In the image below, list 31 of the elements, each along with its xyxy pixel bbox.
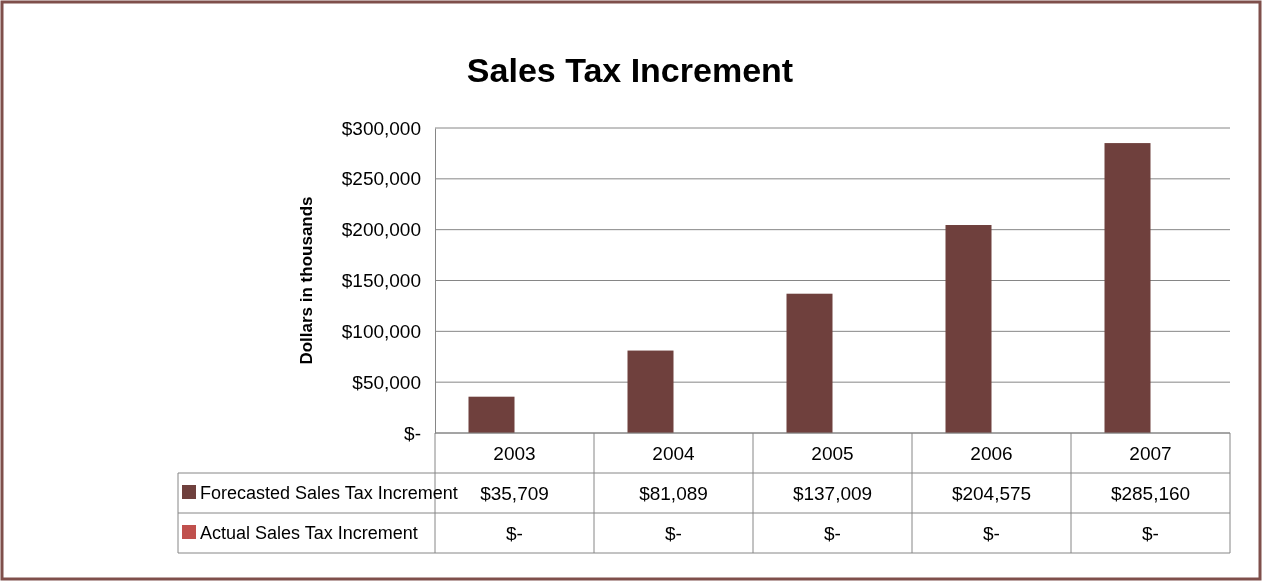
x-tick-label: 2007: [1129, 443, 1172, 464]
data-label: $-: [1142, 523, 1159, 544]
bar: [786, 293, 833, 433]
legend-label: Actual Sales Tax Increment: [200, 523, 418, 543]
legend-label: Forecasted Sales Tax Increment: [200, 483, 458, 503]
y-axis-title: Dollars in thousands: [297, 196, 316, 365]
data-label: $81,089: [639, 483, 708, 504]
x-tick-label: 2004: [652, 443, 696, 464]
y-tick-label: $-: [404, 422, 421, 444]
data-label: $-: [824, 523, 841, 544]
bar: [945, 225, 992, 433]
y-tick-label: $100,000: [341, 320, 421, 342]
bar: [1104, 143, 1151, 433]
y-tick-label: $50,000: [352, 371, 421, 393]
data-label: $204,575: [951, 483, 1032, 504]
x-tick-label: 2003: [493, 443, 536, 464]
bar: [627, 350, 674, 433]
data-label: $-: [665, 523, 682, 544]
y-tick-label: $150,000: [341, 270, 421, 292]
x-tick-label: 2006: [970, 443, 1013, 464]
chart-title: Sales Tax Increment: [466, 51, 794, 89]
y-tick-label: $250,000: [341, 168, 421, 190]
y-tick-label: $200,000: [341, 219, 421, 241]
data-label: $-: [983, 523, 1000, 544]
data-label: $35,709: [480, 483, 549, 504]
data-label: $285,160: [1110, 483, 1191, 504]
x-tick-label: 2005: [811, 443, 854, 464]
y-tick-label: $300,000: [341, 117, 421, 139]
data-label: $137,009: [792, 483, 873, 504]
bar: [468, 396, 515, 433]
data-label: $-: [506, 523, 523, 544]
